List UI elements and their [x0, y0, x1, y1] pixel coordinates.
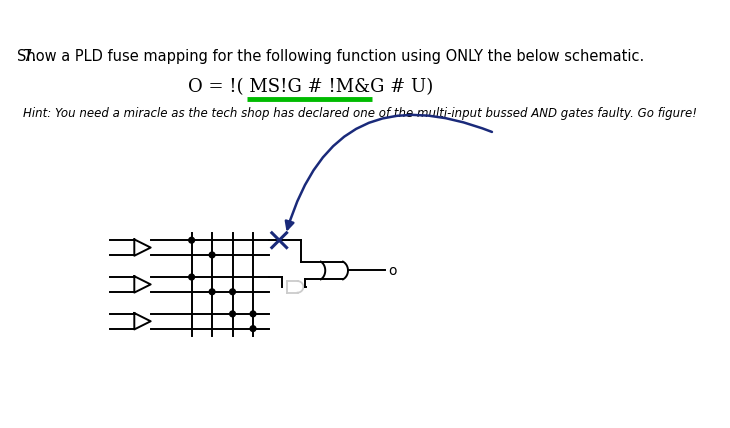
- Text: O = !( MS!G # !M&G # U): O = !( MS!G # !M&G # U): [188, 78, 433, 96]
- Circle shape: [210, 252, 215, 258]
- Text: Show a PLD fuse mapping for the following function using ONLY the below schemati: Show a PLD fuse mapping for the followin…: [18, 49, 645, 64]
- Circle shape: [230, 311, 235, 317]
- Text: 7.: 7.: [23, 49, 37, 64]
- Text: o: o: [388, 265, 396, 278]
- Circle shape: [189, 238, 194, 243]
- Circle shape: [230, 289, 235, 294]
- Circle shape: [210, 289, 215, 294]
- Circle shape: [250, 311, 256, 317]
- Circle shape: [250, 326, 256, 331]
- Text: Hint: You need a miracle as the tech shop has declared one of the multi-input bu: Hint: You need a miracle as the tech sho…: [23, 107, 697, 120]
- Circle shape: [189, 274, 194, 280]
